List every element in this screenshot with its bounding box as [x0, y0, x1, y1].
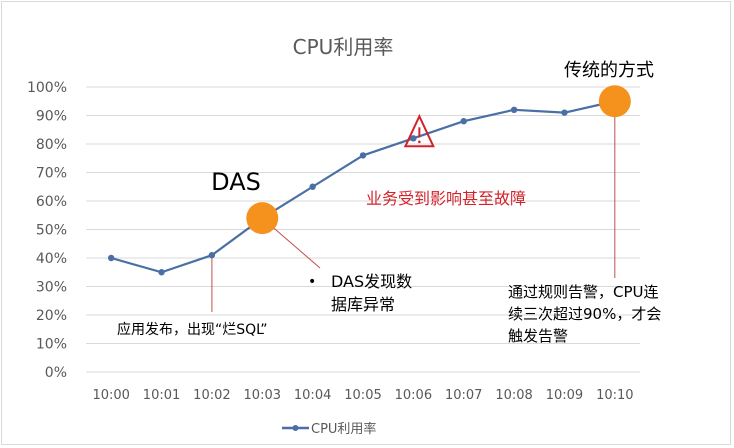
- x-tick-labels: 10:00 10:01 10:02 10:03 10:04 10:05 10:06 10:07…: [92, 388, 633, 403]
- y-tick-label: 20%: [36, 308, 67, 324]
- legend-marker: [292, 425, 299, 431]
- x-tick-label: 10:08: [495, 388, 532, 403]
- data-point-10:09: [561, 109, 568, 116]
- series-line: [110, 100, 616, 274]
- data-point-10:02: [208, 251, 216, 259]
- das-marker: [246, 202, 279, 235]
- warning-triangle-shape: [403, 113, 435, 148]
- x-tick-label: 10:04: [294, 388, 331, 403]
- legend: CPU利用率: [282, 421, 376, 437]
- data-point-10:06: [410, 135, 417, 142]
- release-label: 应用发布，出现“烂SQL”: [117, 321, 268, 338]
- warning-exclamation-dot: [418, 140, 421, 144]
- highlight-markers: [246, 85, 631, 235]
- data-point-10:04: [309, 183, 316, 190]
- legend-label: CPU利用率: [311, 421, 376, 437]
- x-tick-label: 10:05: [344, 388, 381, 403]
- alert-line3: 触发告警: [508, 327, 568, 345]
- y-tick-labels: 0% 10% 20% 30% 40% 50% 60% 70% 80% 90% 100%: [27, 80, 67, 381]
- data-point-10:00: [107, 254, 115, 262]
- alert-line2: 续三次超过90%，才会: [508, 305, 661, 323]
- y-tick-label: 30%: [36, 280, 67, 296]
- warning-triangle-icon: [403, 113, 435, 148]
- x-tick-label: 10:00: [92, 388, 129, 403]
- data-point-10:01: [158, 269, 165, 276]
- y-tick-label: 60%: [36, 194, 67, 210]
- das-found-line1: DAS发现数: [331, 272, 412, 291]
- x-tick-label: 10:03: [244, 388, 281, 403]
- chart-title: CPU利用率: [293, 35, 394, 59]
- y-tick-label: 100%: [27, 80, 67, 96]
- x-tick-label: 10:10: [596, 388, 633, 403]
- x-tick-label: 10:09: [546, 388, 583, 403]
- traditional-method-label: 传统的方式: [564, 60, 654, 81]
- das-found-bullet: •: [308, 274, 316, 290]
- y-tick-label: 50%: [36, 223, 67, 239]
- alert-line1: 通过规则告警，CPU连: [508, 283, 659, 301]
- y-tick-label: 40%: [36, 251, 67, 267]
- y-tick-label: 10%: [36, 337, 67, 353]
- y-tick-label: 90%: [36, 109, 67, 125]
- y-tick-label: 80%: [36, 137, 67, 153]
- y-tick-label: 0%: [45, 365, 67, 381]
- x-tick-label: 10:02: [193, 388, 230, 403]
- x-tick-label: 10:06: [395, 388, 432, 403]
- das-found-line2: 据库异常: [331, 295, 395, 314]
- y-tick-label: 70%: [36, 166, 67, 182]
- series-cpu: [107, 98, 619, 276]
- data-point-10:07: [460, 118, 467, 125]
- traditional-marker: [598, 85, 631, 118]
- x-tick-label: 10:01: [143, 388, 180, 403]
- data-point-10:08: [510, 106, 518, 114]
- das-label: DAS: [211, 168, 261, 196]
- x-tick-label: 10:07: [445, 388, 482, 403]
- grid-lines: [86, 86, 640, 373]
- business-impact-label: 业务受到影响甚至故障: [366, 189, 526, 208]
- data-point-10:05: [359, 152, 367, 159]
